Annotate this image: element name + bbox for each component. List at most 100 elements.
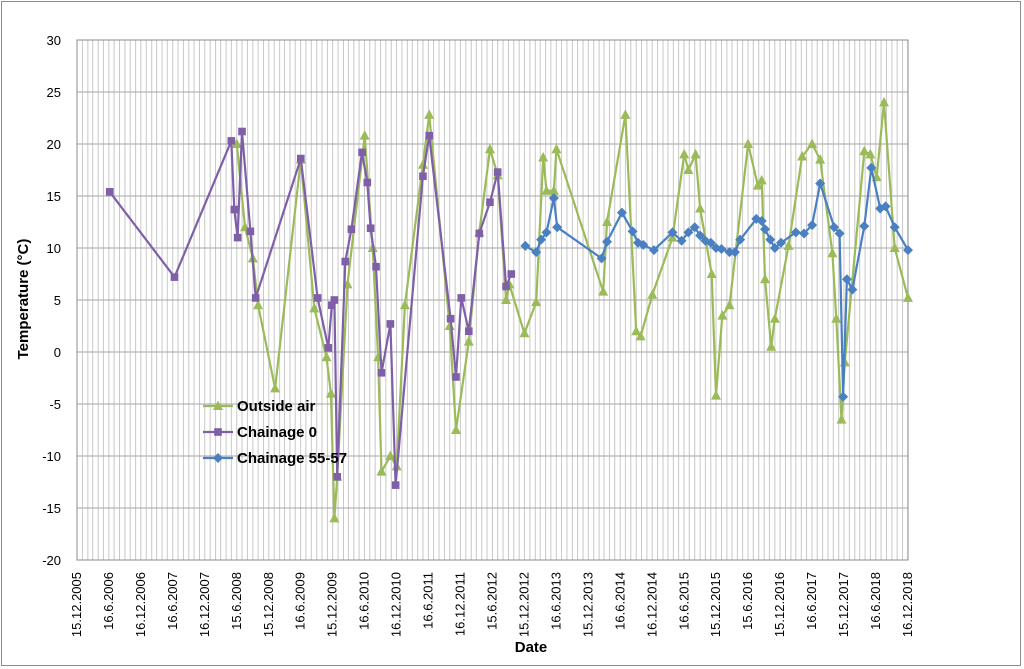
y-axis-ticks: 30 25 20 15 10 5 0 -5 -10 -15 -20 — [42, 33, 61, 568]
x-tick-label: 15.12.2005 — [69, 572, 84, 637]
data-point-chainage-0 — [386, 320, 395, 328]
data-point-outside-air — [690, 148, 701, 159]
x-tick-label: 16.6.2014 — [612, 572, 627, 630]
series-chainage-55-57 — [520, 162, 913, 402]
data-point-outside-air — [695, 202, 706, 213]
legend: Outside air Chainage 0 Chainage 55-57 — [203, 398, 347, 467]
legend-swatch-marker — [213, 453, 223, 463]
series-group — [105, 96, 913, 523]
data-point-outside-air — [541, 185, 552, 195]
data-point-outside-air — [501, 294, 512, 304]
data-point-outside-air — [711, 390, 722, 400]
y-tick-label: 0 — [54, 345, 61, 360]
data-point-outside-air — [598, 286, 609, 296]
data-point-chainage-55-57 — [716, 244, 727, 255]
data-point-outside-air — [766, 341, 777, 351]
data-point-chainage-0 — [452, 373, 460, 381]
data-point-outside-air — [724, 299, 735, 310]
x-tick-label: 15.12.2012 — [516, 572, 531, 637]
x-axis-title: Date — [515, 639, 548, 656]
data-point-chainage-55-57 — [807, 220, 818, 231]
data-point-chainage-55-57 — [775, 237, 786, 248]
data-point-outside-air — [631, 325, 642, 336]
data-point-outside-air — [424, 109, 435, 119]
grid-lines — [76, 39, 909, 561]
data-point-outside-air — [519, 327, 530, 338]
data-point-outside-air — [376, 466, 387, 476]
x-tick-label: 15.12.2017 — [836, 572, 851, 637]
data-point-chainage-55-57 — [536, 234, 547, 245]
data-point-chainage-0 — [227, 137, 236, 145]
data-point-outside-air — [783, 240, 794, 250]
x-tick-label: 16.6.2013 — [548, 572, 563, 630]
data-point-chainage-55-57 — [689, 222, 700, 233]
data-point-outside-air — [417, 159, 428, 169]
series-chainage-0 — [105, 127, 516, 489]
y-tick-label: 30 — [47, 33, 61, 48]
data-point-outside-air — [889, 242, 900, 252]
y-tick-label: -10 — [42, 449, 61, 464]
x-tick-label: 16.12.2010 — [389, 572, 404, 637]
data-point-chainage-55-57 — [705, 237, 716, 248]
data-point-chainage-55-57 — [903, 245, 913, 256]
data-point-chainage-0 — [372, 262, 380, 271]
data-point-outside-air — [760, 273, 771, 284]
data-point-outside-air — [635, 330, 646, 341]
data-point-chainage-55-57 — [676, 235, 687, 246]
x-tick-label: 16.6.2009 — [293, 572, 308, 630]
x-tick-label: 16.6.2006 — [101, 572, 116, 630]
data-point-outside-air — [231, 138, 242, 148]
data-point-chainage-55-57 — [799, 228, 810, 239]
data-point-outside-air — [551, 143, 562, 154]
x-axis-ticks: 15.12.2005 16.6.2006 16.12.2006 16.6.2007 16… — [69, 572, 915, 637]
x-tick-label: 16.12.2006 — [133, 572, 148, 637]
data-point-outside-air — [325, 388, 336, 398]
data-point-chainage-55-57 — [695, 230, 706, 241]
data-point-chainage-0 — [246, 227, 255, 236]
data-point-chainage-55-57 — [859, 221, 870, 232]
data-point-chainage-0 — [475, 229, 484, 238]
data-point-chainage-0 — [341, 257, 350, 266]
data-point-chainage-55-57 — [838, 391, 849, 402]
data-point-chainage-55-57 — [815, 178, 826, 189]
data-point-outside-air — [270, 382, 281, 393]
data-point-outside-air — [797, 150, 808, 161]
data-point-chainage-55-57 — [667, 227, 678, 238]
data-point-chainage-0 — [238, 127, 246, 136]
data-point-chainage-0 — [105, 188, 114, 196]
data-point-chainage-55-57 — [548, 193, 559, 204]
data-point-chainage-55-57 — [602, 236, 613, 247]
data-point-chainage-55-57 — [889, 222, 900, 233]
data-point-chainage-55-57 — [552, 222, 563, 233]
x-tick-label: 15.6.2016 — [740, 572, 755, 630]
x-tick-label: 16.6.2018 — [868, 572, 883, 630]
data-point-chainage-55-57 — [596, 253, 607, 264]
data-point-outside-air — [253, 299, 264, 310]
legend-item-chainage-0: Chainage 0 — [203, 424, 317, 441]
data-point-outside-air — [827, 247, 838, 258]
data-point-chainage-0 — [391, 481, 400, 489]
data-point-chainage-0 — [358, 148, 366, 157]
data-point-chainage-0 — [464, 327, 473, 335]
x-tick-label: 16.12.2011 — [453, 572, 468, 636]
legend-label: Chainage 0 — [237, 424, 317, 441]
data-point-outside-air — [879, 96, 890, 107]
data-point-chainage-0 — [486, 198, 494, 207]
y-tick-label: 10 — [47, 241, 61, 256]
data-point-outside-air — [756, 174, 767, 185]
x-tick-label: 16.6.2010 — [357, 572, 372, 630]
data-point-chainage-0 — [330, 296, 339, 304]
data-point-chainage-0 — [333, 473, 342, 481]
legend-item-outside-air: Outside air — [203, 398, 316, 415]
data-point-outside-air — [359, 130, 370, 140]
data-point-chainage-55-57 — [790, 227, 801, 238]
x-tick-label: 15.12.2016 — [772, 572, 787, 637]
y-tick-label: -15 — [42, 501, 61, 516]
data-point-outside-air — [836, 414, 847, 424]
data-point-chainage-55-57 — [760, 224, 771, 235]
y-tick-label: 25 — [47, 85, 61, 100]
data-point-outside-air — [548, 185, 559, 195]
data-point-chainage-0 — [230, 205, 239, 214]
data-point-chainage-0 — [457, 294, 466, 302]
